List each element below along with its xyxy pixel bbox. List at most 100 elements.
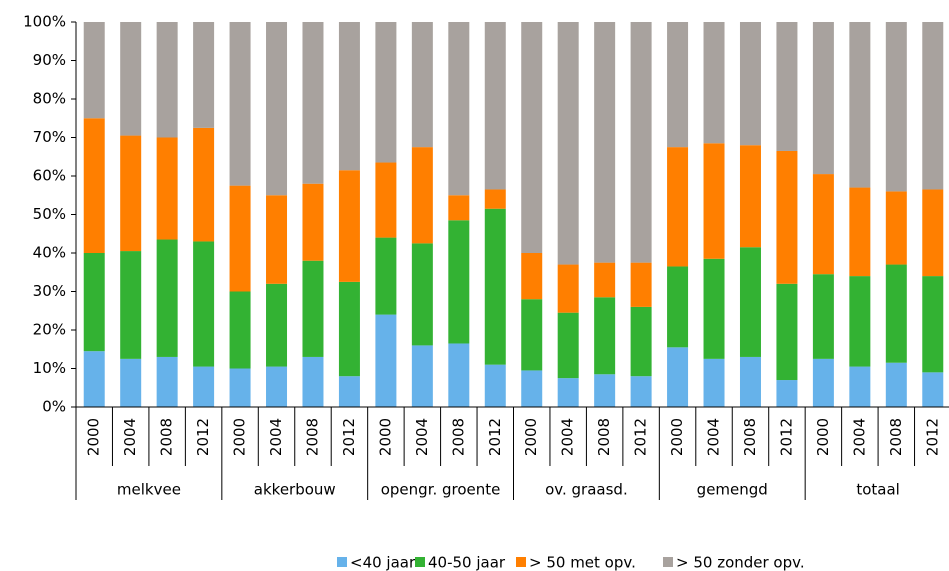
bar-segment [776,150,798,284]
legend-label: <40 jaar [350,554,416,571]
x-tick-label: 2008 [158,418,176,456]
y-tick-label: 40% [33,244,66,262]
bar-segment [338,170,360,282]
bar-segment [703,358,725,407]
y-tick-label: 80% [33,90,66,108]
bar-segment [667,347,689,407]
bar-segment [594,22,616,263]
bar-segment [812,22,834,175]
x-tick-label: 2004 [267,418,285,456]
bar-segment [630,262,652,307]
bar-segment [739,247,761,357]
legend-swatch [516,557,526,567]
bar-segment [156,356,178,407]
bar-segment [193,366,215,407]
bar-segment [667,266,689,348]
group-label: ov. graasd. [545,481,628,499]
bar-segment [83,253,105,352]
bar-segment [922,276,944,373]
bar-segment [193,22,215,128]
bar-segment [375,237,397,315]
bar-segment [411,243,433,346]
bar-segment [667,22,689,148]
y-tick-label: 0% [42,398,66,416]
bar-segment [375,22,397,163]
bar-segment [120,358,142,407]
y-tick-label: 20% [33,321,66,339]
x-tick-label: 2004 [559,418,577,456]
x-tick-label: 2004 [850,418,868,456]
bar-segment [630,22,652,263]
x-tick-label: 2000 [668,418,686,456]
y-tick-label: 10% [33,359,66,377]
bar-segment [266,195,288,284]
x-tick-label: 2000 [231,418,249,456]
bar-segment [776,22,798,151]
x-tick-label: 2000 [376,418,394,456]
x-tick-label: 2000 [85,418,103,456]
bar-segment [120,251,142,359]
bar-segment [338,281,360,377]
bar-segment [448,220,470,344]
bar-segment [885,191,907,265]
x-tick-label: 2012 [486,418,504,456]
bar-segment [120,135,142,252]
bar-segment [521,253,543,300]
x-tick-label: 2000 [522,418,540,456]
legend-label: > 50 met opv. [529,554,636,571]
bar-segment [338,376,360,407]
group-label: totaal [856,481,900,499]
bar-segment [229,185,251,292]
x-tick-label: 2004 [121,418,139,456]
bar-segment [193,241,215,367]
y-tick-label: 100% [23,13,66,31]
x-tick-label: 2000 [814,418,832,456]
group-label: opengr. groente [381,481,501,499]
bar-segment [448,343,470,407]
legend-swatch [663,557,673,567]
bar-segment [885,264,907,363]
bar-segment [557,378,579,407]
bar-segment [83,22,105,119]
bar-segment [83,118,105,253]
bar-segment [922,372,944,407]
bar-segment [922,22,944,190]
bar-segment [812,358,834,407]
bar-segment [739,22,761,146]
x-tick-label: 2012 [777,418,795,456]
y-tick-label: 90% [33,51,66,69]
bar-segment [703,258,725,359]
bar-segment [266,283,288,367]
bar-segment [630,306,652,377]
bar-segment [375,162,397,238]
x-tick-label: 2012 [632,418,650,456]
bar-segment [375,314,397,407]
bar-segment [266,366,288,407]
bar-segment [776,380,798,407]
bar-segment [484,364,506,407]
bar-segment [849,366,871,407]
bar-segment [302,22,324,184]
bar-segment [849,276,871,367]
bar-segment [630,376,652,407]
bar-segment [812,274,834,359]
bar-segment [193,127,215,242]
x-tick-label: 2004 [705,418,723,456]
bar-segment [83,351,105,407]
bar-segment [557,264,579,313]
y-tick-label: 50% [33,205,66,223]
bar-segment [703,22,725,144]
bar-segment [411,22,433,148]
bar-segment [484,189,506,209]
group-label: akkerbouw [254,481,336,499]
y-tick-label: 70% [33,128,66,146]
bar-segment [338,22,360,171]
bar-segment [521,370,543,407]
bar-segment [229,368,251,407]
legend-label: > 50 zonder opv. [676,554,805,571]
x-tick-label: 2008 [741,418,759,456]
bar-segment [557,312,579,379]
bar-segment [266,22,288,196]
bar-segment [521,299,543,371]
bar-segment [484,208,506,365]
